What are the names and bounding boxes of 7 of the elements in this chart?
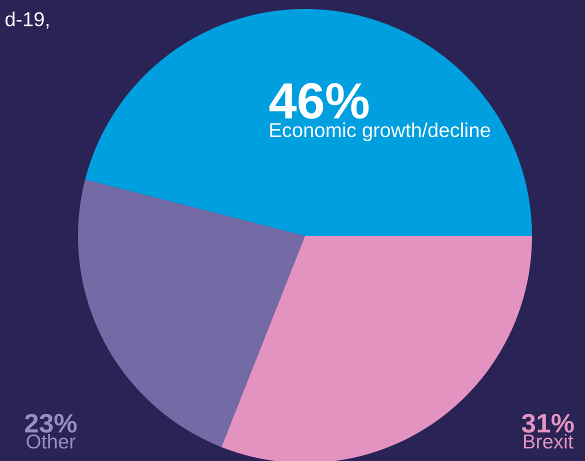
data-label: 23% xyxy=(24,414,77,433)
data-label: 46% xyxy=(269,82,369,119)
slice-label: Economic growth/decline xyxy=(270,122,490,142)
slice-label: Brexit xyxy=(524,434,574,449)
data-label: 31% xyxy=(522,414,574,433)
text: d-19, xyxy=(6,12,48,29)
slice-label: Other xyxy=(26,434,76,449)
